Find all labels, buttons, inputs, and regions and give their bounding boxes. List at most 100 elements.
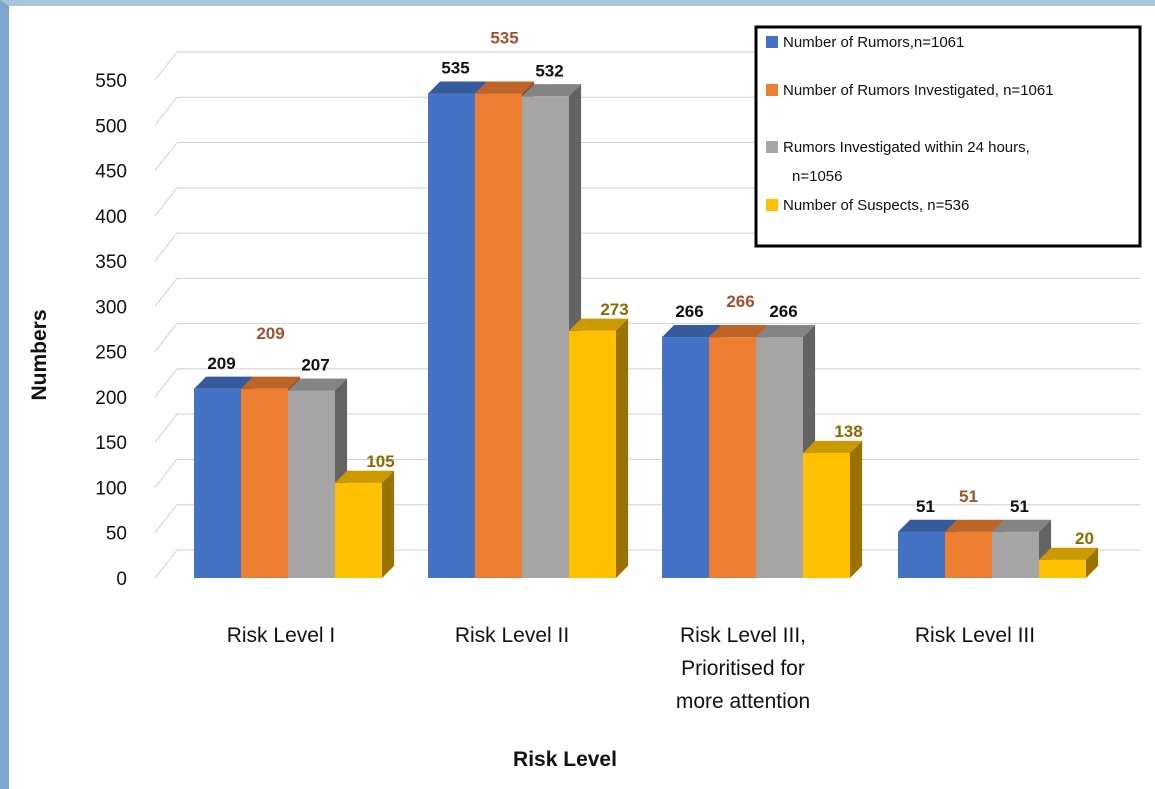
bar-top [992,519,1052,532]
data-label: 273 [600,300,628,319]
legend-swatch [766,199,778,211]
y-tick-label: 150 [95,433,127,454]
data-label: 51 [916,497,935,516]
bar-top [898,519,958,532]
grid-line-diagonal [154,459,178,488]
grid-line-diagonal [154,142,178,171]
data-label: 266 [769,302,797,321]
bar-top [709,325,769,338]
bar-side [382,470,395,578]
bar-top [288,378,348,391]
bar-top [756,325,816,338]
legend-label: Number of Suspects, n=536 [783,197,969,214]
x-category-label: Risk Level II [455,624,569,647]
bar-top [428,81,488,94]
bar-front [288,390,335,578]
data-label: 532 [535,61,563,80]
bar-top [194,376,254,389]
bar-front [428,93,475,578]
bar-top [569,318,629,331]
legend-label: Rumors Investigated within 24 hours, [783,139,1030,156]
y-tick-label: 0 [116,569,127,590]
data-label: 207 [301,356,329,375]
grid-line-diagonal [154,368,178,398]
legend: Number of Rumors,n=1061 Number of Rumors … [754,25,1142,248]
x-category-label: Prioritised for [681,657,805,680]
bar-top [662,325,722,338]
bar-top [1039,547,1099,560]
bar-top [945,519,1005,532]
y-tick-label: 350 [95,252,127,273]
y-tick-label: 500 [95,116,127,137]
y-tick-label: 200 [95,388,127,409]
legend-label: Number of Rumors Investigated, n=1061 [783,82,1054,99]
x-axis-title: Risk Level [513,748,617,771]
data-label: 266 [675,302,703,321]
bar-front [241,388,288,578]
bar-side [1086,547,1099,578]
bar-front [803,453,850,578]
legend-label: Number of Rumors,n=1061 [783,34,964,51]
y-axis-ticks: 0 50 100 150 200 250 300 350 400 450 500 550 [95,71,127,590]
x-axis-categories: Risk Level I Risk Level II Risk Level III,… [227,624,1035,713]
data-label: 209 [207,354,235,373]
y-tick-label: 300 [95,297,127,318]
data-label: 51 [1010,497,1029,516]
grid-line-diagonal [154,413,178,443]
x-category-label: Risk Level I [227,624,336,647]
legend-box [754,25,1142,248]
bar-top [241,376,301,389]
grid-line-diagonal [154,51,178,81]
bar-top [803,440,863,454]
bar-top [335,470,395,483]
bar-front [1039,559,1086,578]
bar-top [475,81,535,94]
legend-swatch [766,36,778,48]
bar-front [945,531,992,578]
x-category-label: more attention [676,690,810,713]
bar-front [335,482,382,578]
grid-line-diagonal [154,504,178,534]
legend-label: n=1056 [792,168,842,185]
legend-swatch [766,84,778,96]
bar-front [756,337,803,578]
bar-top [522,84,582,97]
y-axis-title: Numbers [28,309,51,400]
data-label: 138 [834,422,862,441]
bar-front [194,388,241,578]
x-category-label: Risk Level III [915,624,1035,647]
bar-side [616,318,629,578]
bar-front [709,337,756,578]
bar-front [475,93,522,578]
data-label: 535 [441,59,469,78]
bar-side [850,440,863,578]
data-labels: 209 535 266 51 209 535 266 51 207 532 266 51 105 273 1… [207,29,1094,548]
y-tick-label: 50 [106,524,127,545]
grid-line-diagonal [154,187,178,217]
y-tick-label: 400 [95,207,127,228]
data-label: 266 [726,292,754,311]
grid-line-diagonal [154,323,178,352]
legend-swatch [766,141,778,153]
data-label: 20 [1075,529,1094,548]
y-tick-label: 250 [95,343,127,364]
data-label: 209 [256,324,284,343]
y-tick-label: 450 [95,162,127,183]
grid-line-diagonal [154,278,178,307]
bars [194,81,1099,579]
bar-front [992,531,1039,578]
bar-front [522,96,569,578]
grid-line-diagonal [154,96,178,126]
bar-front [898,531,945,578]
grid-line-diagonal [154,232,178,262]
grid-line-diagonal [154,549,178,579]
bar-front [662,337,709,578]
x-category-label: Risk Level III, [680,624,806,647]
bar-front [569,330,616,578]
data-label: 51 [959,487,978,506]
y-tick-label: 100 [95,478,127,499]
y-tick-label: 550 [95,71,127,92]
data-label: 105 [366,452,394,471]
data-label: 535 [490,29,518,48]
